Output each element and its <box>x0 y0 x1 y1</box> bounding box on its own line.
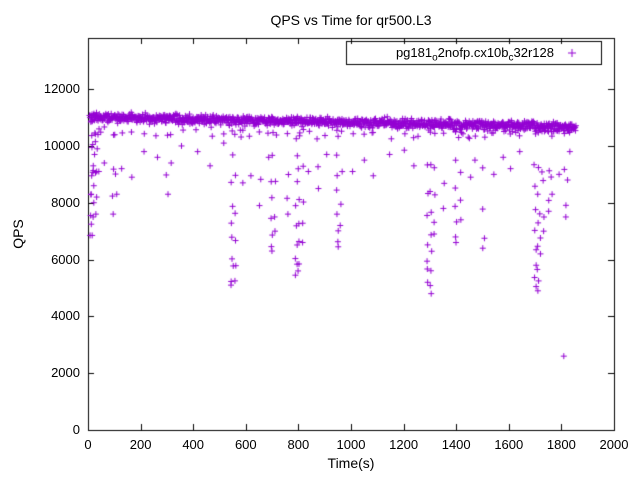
y-tick-label: 2000 <box>51 365 80 381</box>
y-tick-label: 8000 <box>51 194 80 210</box>
y-tick-label: 0 <box>72 422 80 437</box>
x-tick-label: 400 <box>182 437 205 452</box>
x-tick-label: 800 <box>287 437 310 452</box>
x-tick-label: 600 <box>234 437 257 452</box>
y-tick-label: 10000 <box>43 137 80 153</box>
x-tick-label: 1200 <box>389 437 419 452</box>
x-tick-label: 1400 <box>441 437 471 452</box>
x-tick-label: 200 <box>129 437 152 452</box>
y-tick-label: 6000 <box>51 251 80 267</box>
x-tick-label: 1600 <box>494 437 524 452</box>
y-tick-label: 12000 <box>43 81 80 97</box>
legend-series-label: pg181o2nofp.cx10bc32r128 <box>395 45 554 64</box>
y-tick-label: 4000 <box>51 308 80 324</box>
x-tick-label: 1800 <box>546 437 576 452</box>
chart-title: QPS vs Time for qr500.L3 <box>270 12 432 28</box>
x-axis-label: Time(s) <box>327 455 375 471</box>
x-tick-label: 1000 <box>336 437 366 452</box>
x-tick-label: 2000 <box>599 437 629 452</box>
x-tick-label: 0 <box>84 437 92 452</box>
